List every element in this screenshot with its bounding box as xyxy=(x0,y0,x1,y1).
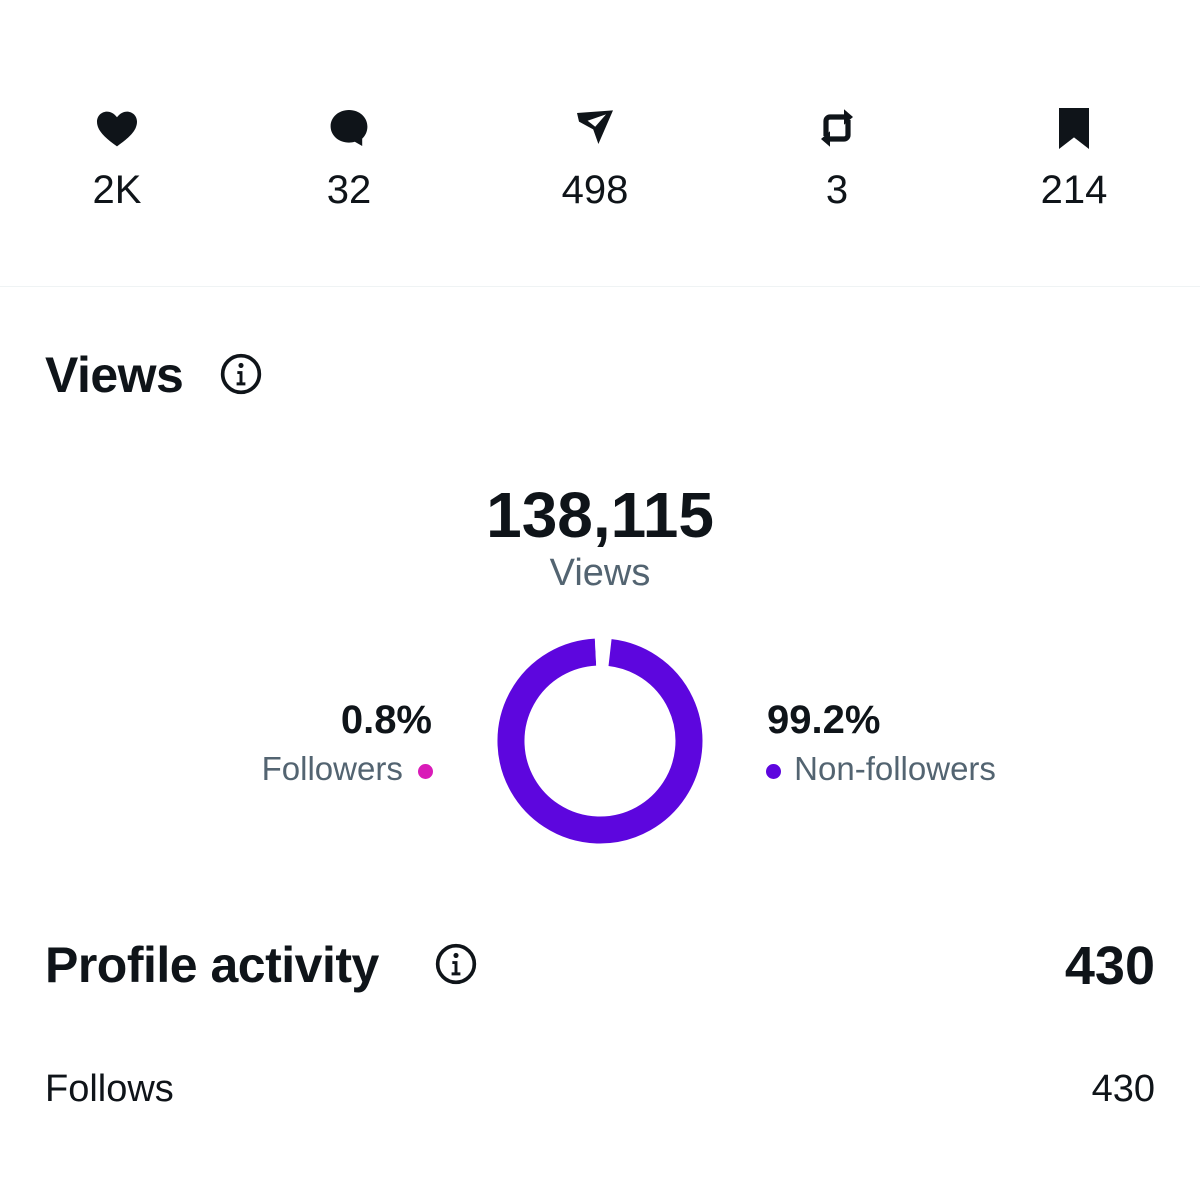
followers-legend: Followers xyxy=(262,750,433,788)
profile-activity-title: Profile activity xyxy=(45,937,379,993)
info-icon[interactable] xyxy=(434,942,478,986)
reposts-count: 3 xyxy=(825,168,849,212)
shares-count: 498 xyxy=(561,168,629,212)
nonfollowers-segment xyxy=(497,638,703,844)
bookmarks-count: 214 xyxy=(1040,168,1108,212)
follows-label: Follows xyxy=(45,1068,174,1110)
nonfollowers-percent: 99.2% xyxy=(767,698,881,742)
shares-stat[interactable]: 498 xyxy=(515,100,675,210)
heart-icon xyxy=(97,111,137,147)
section-divider xyxy=(0,286,1200,287)
reply-icon xyxy=(330,110,368,146)
views-title: Views xyxy=(45,347,184,403)
nonfollowers-label: Non-followers xyxy=(794,750,996,787)
profile-activity-total: 430 xyxy=(1064,936,1155,996)
bookmarks-stat[interactable]: 214 xyxy=(994,100,1154,210)
likes-count: 2K xyxy=(92,168,142,212)
views-total: 138,115 xyxy=(486,479,714,551)
share-icon xyxy=(577,110,613,144)
repost-icon xyxy=(821,109,853,147)
replies-stat[interactable]: 32 xyxy=(269,100,429,210)
nonfollowers-legend: Non-followers xyxy=(766,750,996,788)
followers-dot xyxy=(418,763,433,779)
bookmark-icon xyxy=(1059,108,1089,149)
followers-percent: 0.8% xyxy=(340,698,432,742)
reposts-stat[interactable]: 3 xyxy=(757,100,917,210)
engagement-stats: 2K 32 498 3 214 xyxy=(0,100,1200,220)
info-icon[interactable] xyxy=(219,352,263,396)
likes-stat[interactable]: 2K xyxy=(37,100,197,210)
followers-label: Followers xyxy=(261,750,403,787)
replies-count: 32 xyxy=(326,168,372,212)
views-total-label: Views xyxy=(549,552,651,594)
nonfollowers-dot xyxy=(766,763,781,779)
views-donut-chart xyxy=(497,638,703,844)
follows-value: 430 xyxy=(1091,1068,1155,1110)
